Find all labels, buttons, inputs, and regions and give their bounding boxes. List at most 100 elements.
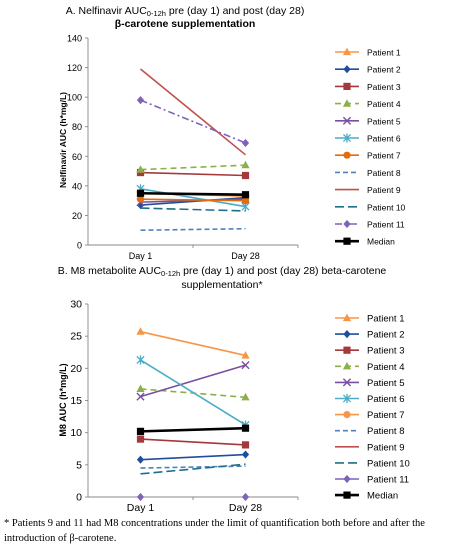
series-line-patient-10 [140,463,246,475]
legend-label: Patient 5 [367,378,405,389]
legend-marker [342,393,352,404]
chart-b: B. M8 metabolite AUC0-12h pre (day 1) an… [58,265,410,514]
legend-label: Patient 8 [367,168,401,178]
series-line-patient-6 [140,188,246,208]
legend-label: Patient 1 [367,314,405,325]
y-tick-label: 60 [72,152,82,162]
legend-marker [342,99,352,107]
data-point-median [241,424,250,432]
legend-label: Patient 3 [367,82,401,92]
y-tick-label: 80 [72,122,82,132]
chart-b-legend: Patient 1 Patient 2 Patient 3 Patient 4 Pati… [335,314,410,502]
series-line-patient-4 [140,164,246,171]
y-tick-label: 0 [76,492,82,504]
x-tick-label: Day 28 [231,251,260,261]
y-tick-label: 20 [72,211,82,221]
legend-label: Patient 10 [367,458,410,469]
legend-marker [342,133,352,143]
series-line-median [140,426,246,433]
data-point-patient-11 [136,96,145,105]
data-point-patient-11 [241,138,250,148]
legend-label: Patient 9 [367,442,405,453]
legend-marker [343,346,351,354]
legend-label: Median [367,491,398,502]
legend-label: Patient 11 [367,475,409,486]
series-line-patient-1 [140,330,246,357]
legend-label: Patient 2 [367,330,405,341]
legend-label: Patient 8 [367,426,405,437]
series-line-patient-3 [140,171,246,177]
data-point-patient-4 [241,160,250,169]
data-point-patient-4 [241,392,250,401]
data-point-patient-11 [136,492,145,502]
legend-marker [343,491,351,499]
legend-label: Patient 6 [367,394,405,405]
series-line-patient-3 [140,438,246,446]
chart-b-y-axis-label: M8 AUC (h*mg/L) [58,363,68,436]
chart-a: A. Nelfinavir AUC0-12h pre (day 1) and p… [58,5,406,261]
data-point-median [136,189,145,197]
data-point-patient-1 [136,327,145,335]
chart-a-axes: 0 20 40 60 80 100 120 140 Day 1 Day 28 [67,34,299,261]
data-point-patient-4 [136,384,145,393]
legend-label: Patient 11 [367,220,405,230]
y-tick-label: 5 [76,459,82,471]
footnote: * Patients 9 and 11 had M8 concentration… [4,518,425,544]
legend-marker [343,65,351,74]
legend-label: Patient 5 [367,116,401,126]
legend-marker [342,47,352,56]
b-axis-lines [87,304,298,498]
data-point-patient-3 [241,171,250,180]
series-line-patient-2 [140,453,246,461]
chart-a-y-axis-label: Nelfinavir AUC (h*mg/L) [58,92,68,188]
data-point-patient-3 [136,435,145,443]
legend-label: Patient 2 [367,65,401,75]
legend-marker [343,82,351,90]
chart-a-series [136,68,250,232]
chart-b-axes: 0 5 10 15 20 25 30 Day 1 Day 28 [70,299,299,514]
y-tick-label: 25 [70,331,82,343]
y-tick-label: 140 [67,34,82,44]
series-line-patient-6 [140,359,246,426]
chart-a-title-line2: β-carotene supplementation [115,18,256,30]
series-line-patient-5 [140,364,246,398]
legend-marker [343,219,351,229]
y-tick-label: 15 [70,395,82,407]
y-tick-label: 40 [72,181,82,191]
legend-marker [343,151,351,159]
y-tick-label: 20 [70,363,82,375]
data-point-patient-5 [241,361,250,370]
legend-marker [342,361,352,370]
y-tick-label: 120 [67,63,82,73]
data-point-patient-3 [241,441,250,449]
data-point-patient-5 [136,392,145,401]
legend-marker [342,116,352,125]
legend-label: Patient 7 [367,410,405,421]
data-point-patient-2 [241,450,250,459]
y-tick-label: 0 [77,241,82,251]
y-tick-label: 30 [70,299,82,311]
data-point-patient-1 [241,351,250,359]
data-point-median [241,191,250,199]
a-axis-lines [87,38,298,246]
y-tick-label: 100 [67,93,82,103]
data-point-patient-7 [241,197,250,205]
legend-label: Patient 6 [367,134,401,144]
y-tick-label: 10 [70,427,82,439]
legend-label: Patient 9 [367,185,401,195]
legend-label: Patient 4 [367,99,401,109]
legend-label: Patient 7 [367,151,401,161]
legend-label: Patient 1 [367,48,401,58]
series-line-median [140,191,246,197]
legend-marker [343,474,351,484]
data-point-median [136,427,145,435]
series-line-patient-8 [140,465,246,469]
data-point-patient-6 [136,355,145,365]
x-tick-label: Day 1 [127,502,155,514]
legend-marker [343,237,351,245]
chart-a-title-line1: A. Nelfinavir AUC0-12h pre (day 1) and p… [66,5,305,18]
x-tick-label: Day 1 [129,251,153,261]
series-line-patient-9 [139,68,247,156]
legend-label: Patient 3 [367,346,405,357]
